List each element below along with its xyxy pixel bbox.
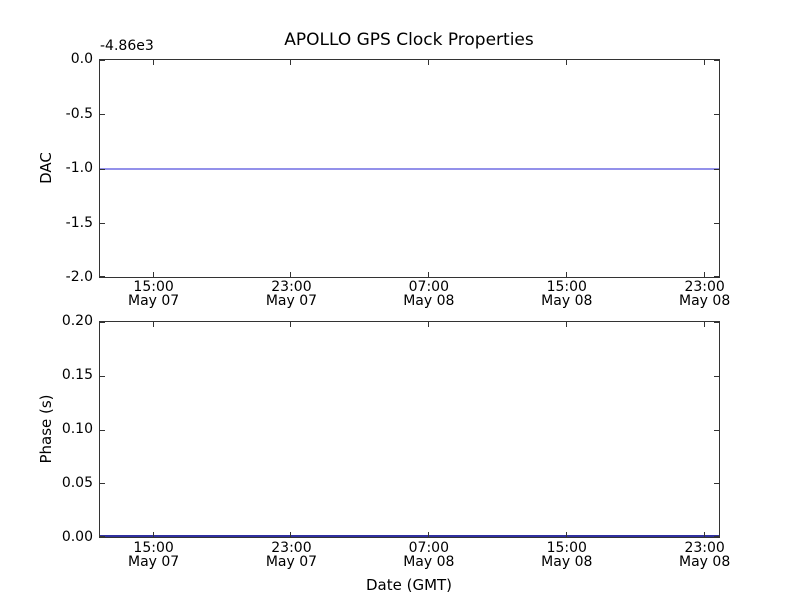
x-tick-time: 07:00 (408, 540, 449, 556)
y-tick-mark (100, 322, 105, 323)
y-tick-mark (714, 375, 719, 377)
x-tick-time: 23:00 (684, 279, 725, 295)
x-tick-date: May 07 (265, 293, 318, 309)
x-tick-label: 15:00 May 08 (522, 280, 612, 308)
y-tick-mark (714, 222, 719, 224)
x-axis-label: Date (GMT) (365, 576, 453, 594)
x-tick-label: 07:00 May 08 (384, 541, 474, 569)
x-tick-label: 23:00 May 07 (246, 541, 336, 569)
y-tick-mark (714, 276, 719, 277)
phase-plot (99, 321, 720, 538)
x-tick-label: 23:00 May 07 (246, 280, 336, 308)
x-tick-label: 15:00 May 08 (522, 541, 612, 569)
y-tick-mark (714, 536, 719, 537)
x-tick-date: May 08 (541, 554, 593, 570)
x-tick-mark (290, 272, 292, 277)
x-tick-date: May 07 (127, 293, 180, 309)
x-tick-date: May 08 (679, 554, 731, 570)
y-tick-label: 0.10 (61, 421, 93, 437)
x-tick-label: 07:00 May 08 (384, 280, 474, 308)
x-tick-mark (565, 272, 567, 277)
x-tick-label: 23:00 May 08 (660, 280, 750, 308)
y-tick-mark (714, 114, 719, 116)
x-tick-time: 15:00 (133, 540, 174, 556)
y-tick-label: 0.05 (61, 475, 93, 491)
chart-title: APOLLO GPS Clock Properties (284, 30, 534, 50)
phase-series-line (100, 535, 719, 537)
x-tick-mark (703, 272, 705, 277)
x-tick-mark (290, 322, 292, 327)
y-tick-label: -0.5 (65, 105, 93, 122)
y-tick-label: -1.0 (65, 160, 93, 176)
x-tick-mark (703, 60, 705, 65)
x-tick-mark (703, 322, 705, 327)
x-tick-mark (290, 60, 292, 65)
x-tick-mark (427, 60, 429, 65)
x-tick-mark (565, 60, 567, 65)
x-tick-time: 15:00 (546, 279, 587, 295)
y-tick-label: 0.00 (61, 529, 93, 545)
x-tick-mark (427, 532, 429, 537)
y-tick-mark (100, 222, 105, 224)
y-tick-mark (100, 536, 105, 537)
x-tick-mark (152, 60, 154, 65)
x-tick-date: May 08 (403, 554, 455, 570)
y-tick-label: -2.0 (65, 269, 93, 285)
x-tick-time: 07:00 (408, 279, 449, 295)
y-tick-mark (100, 375, 105, 377)
x-tick-mark (565, 532, 567, 537)
dac-plot (99, 59, 720, 278)
y-tick-label: 0.0 (70, 51, 93, 67)
y-tick-mark (714, 322, 719, 323)
dac-series-line (100, 168, 719, 170)
y-tick-mark (100, 114, 105, 116)
x-tick-mark (703, 532, 705, 537)
y-tick-label: -1.5 (65, 214, 93, 231)
y-axis-offset-text: -4.86e3 (100, 38, 154, 54)
y-tick-mark (714, 483, 719, 485)
x-tick-mark (152, 272, 154, 277)
y-tick-mark (714, 168, 719, 170)
x-tick-time: 23:00 (271, 540, 312, 556)
x-tick-mark (290, 532, 292, 537)
y-tick-label: 0.20 (61, 313, 93, 329)
x-tick-date: May 07 (127, 554, 180, 570)
x-tick-mark (152, 532, 154, 537)
x-tick-date: May 08 (541, 293, 593, 309)
x-tick-label: 23:00 May 08 (660, 541, 750, 569)
y-tick-mark (714, 429, 719, 431)
x-tick-label: 15:00 May 07 (109, 541, 199, 569)
y-tick-mark (100, 168, 105, 170)
y-tick-mark (100, 429, 105, 431)
y-tick-mark (100, 483, 105, 485)
y-tick-mark (100, 60, 105, 61)
x-tick-date: May 07 (265, 554, 318, 570)
y-tick-mark (714, 60, 719, 61)
x-tick-mark (427, 272, 429, 277)
x-tick-mark (152, 322, 154, 327)
x-tick-time: 15:00 (133, 279, 174, 295)
x-tick-date: May 08 (679, 293, 731, 309)
y-tick-label: 0.15 (61, 367, 93, 383)
y-tick-mark (100, 276, 105, 277)
x-tick-mark (565, 322, 567, 327)
x-tick-time: 23:00 (684, 540, 725, 556)
x-tick-time: 15:00 (546, 540, 587, 556)
x-tick-time: 23:00 (271, 279, 312, 295)
x-tick-date: May 08 (403, 293, 455, 309)
x-tick-mark (427, 322, 429, 327)
x-tick-label: 15:00 May 07 (109, 280, 199, 308)
